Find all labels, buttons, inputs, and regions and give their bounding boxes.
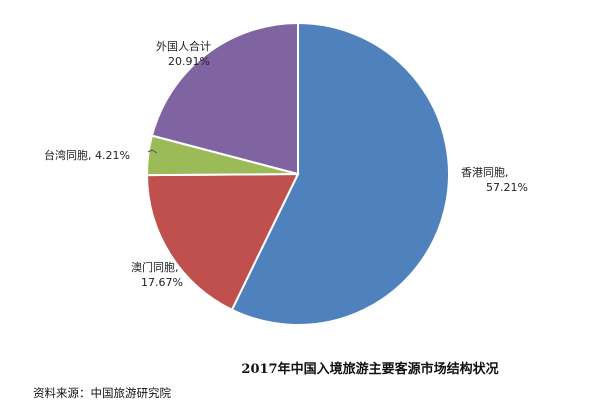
- slice-label-4: 外国人合计: [156, 39, 211, 53]
- leader-line-taiwan: [147, 149, 158, 154]
- pie-slice-1: [230, 21, 450, 326]
- slice-label-3: 台湾同胞, 4.21%: [44, 148, 130, 162]
- chart-title: 2017年中国入境旅游主要客源市场结构状况: [241, 362, 499, 377]
- slice-value-label-1: 57.21%: [486, 181, 528, 194]
- source-note: 资料来源：中国旅游研究院: [33, 386, 171, 400]
- slice-value-label-4: 20.91%: [168, 55, 210, 68]
- leader-lines: [147, 149, 158, 154]
- pie-slices: [145, 21, 450, 326]
- pie-slice-4: [150, 21, 299, 176]
- slice-value-label-2: 17.67%: [141, 276, 183, 289]
- slice-labels: 香港同胞, 57.21% 澳门同胞, 17.67% 台湾同胞, 4.21% 外国人合计 20…: [44, 39, 528, 289]
- pie-slice-2: [145, 172, 300, 312]
- slice-label-2: 澳门同胞,: [131, 260, 179, 274]
- slice-label-1: 香港同胞,: [461, 166, 509, 179]
